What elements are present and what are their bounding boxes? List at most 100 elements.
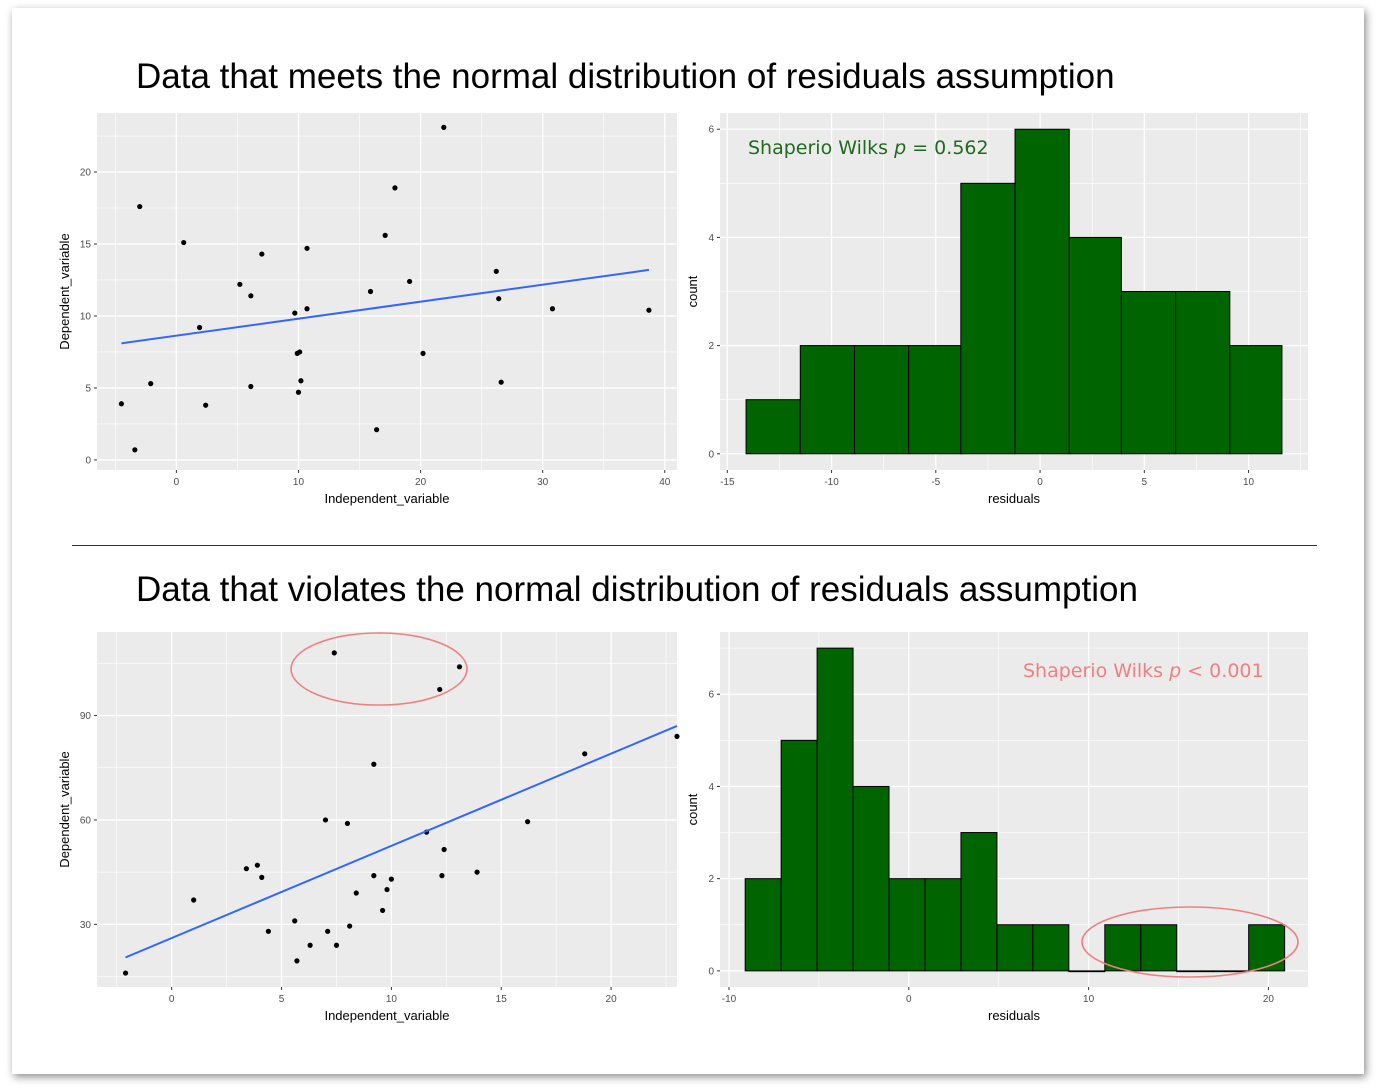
data-point: [237, 281, 243, 287]
section-divider: [72, 545, 1317, 546]
histogram-bar: [1068, 970, 1106, 973]
data-point: [254, 862, 260, 868]
histogram-bar: [853, 345, 910, 455]
y-tick-label: 0: [708, 449, 714, 460]
data-point: [374, 427, 380, 433]
data-point: [298, 378, 304, 384]
x-tick-label: 10: [386, 994, 398, 1005]
x-tick-label: 20: [415, 477, 427, 488]
data-point: [295, 389, 302, 395]
histogram-bar: [960, 182, 1016, 455]
data-point: [380, 907, 386, 914]
data-point: [259, 874, 265, 880]
x-tick-label: 10: [1243, 477, 1255, 488]
y-tick-label: 2: [708, 341, 714, 352]
x-axis-label: Independent_variable: [324, 1008, 449, 1023]
histogram-bar: [1120, 291, 1177, 455]
data-point: [388, 876, 394, 882]
data-point: [367, 288, 374, 295]
x-axis-label: residuals: [988, 1008, 1041, 1023]
histogram-bar: [1068, 236, 1122, 455]
data-point: [248, 293, 254, 299]
data-point: [493, 268, 499, 274]
histogram-bar: [888, 878, 926, 972]
histogram-bar: [816, 647, 854, 972]
x-tick-label: 20: [1263, 994, 1275, 1005]
data-point: [353, 890, 359, 896]
x-tick-label: -10: [824, 477, 839, 488]
histogram-bar: [1104, 924, 1142, 972]
histogram-bar: [1140, 924, 1178, 972]
data-point: [191, 897, 197, 903]
data-point: [496, 296, 502, 302]
y-tick-label: 6: [708, 125, 714, 136]
data-point: [304, 245, 310, 251]
data-point: [292, 310, 298, 316]
x-tick-label: 0: [174, 477, 180, 488]
histogram-bar: [1248, 924, 1286, 972]
data-point: [441, 846, 447, 853]
data-point: [325, 928, 331, 934]
histogram-bar: [1014, 128, 1070, 455]
data-point: [498, 379, 504, 385]
data-point: [265, 928, 271, 934]
x-tick-label: 5: [1142, 477, 1148, 488]
data-point: [333, 942, 340, 948]
x-tick-label: -10: [722, 994, 737, 1005]
data-point: [441, 124, 447, 130]
outlier-highlight-ellipse: [1081, 906, 1299, 978]
data-point: [420, 350, 426, 356]
data-point: [304, 306, 310, 312]
x-tick-label: 10: [1083, 994, 1095, 1005]
data-point: [331, 650, 337, 656]
data-point: [384, 886, 390, 893]
x-tick-label: 0: [169, 994, 175, 1005]
histogram-bar: [1212, 970, 1250, 973]
data-point: [646, 307, 652, 313]
x-tick-label: 5: [279, 994, 285, 1005]
regression-line: [121, 268, 650, 345]
regression-line: [125, 725, 678, 959]
histogram-bar: [1175, 291, 1231, 455]
data-point: [347, 923, 353, 929]
x-tick-label: 0: [906, 994, 912, 1005]
histogram-bar: [1032, 924, 1070, 972]
data-point: [406, 278, 413, 285]
y-tick-label: 6: [708, 690, 714, 701]
x-tick-label: 15: [496, 994, 508, 1005]
data-point: [371, 873, 377, 879]
outlier-highlight-ellipse: [290, 632, 468, 706]
histogram-bar: [852, 785, 890, 972]
data-point: [294, 958, 300, 964]
y-tick-label: 30: [80, 920, 92, 931]
data-point: [203, 402, 209, 408]
y-axis-label: count: [685, 793, 700, 825]
y-axis-label: Dependent_variable: [57, 751, 72, 867]
y-tick-label: 0: [708, 966, 714, 977]
x-tick-label: 30: [537, 477, 549, 488]
data-point: [118, 401, 125, 407]
data-point: [437, 686, 443, 693]
data-point: [456, 664, 463, 670]
x-axis-label: residuals: [988, 491, 1041, 506]
data-point: [122, 970, 129, 976]
y-tick-label: 0: [85, 455, 91, 466]
histogram-bar: [924, 878, 962, 972]
data-point: [248, 383, 254, 390]
data-point: [382, 232, 388, 238]
data-point: [371, 761, 377, 767]
x-tick-label: -15: [720, 477, 735, 488]
data-point: [582, 751, 588, 757]
data-point: [322, 817, 329, 823]
data-point: [525, 819, 531, 825]
bottom-heading: Data that violates the normal distributi…: [136, 570, 1138, 609]
shapiro-wilks-annotation: Shaperio Wilks p = 0.562: [748, 137, 989, 159]
x-tick-label: 20: [606, 994, 618, 1005]
y-tick-label: 4: [708, 233, 714, 244]
data-point: [474, 869, 480, 875]
data-point: [137, 203, 143, 210]
